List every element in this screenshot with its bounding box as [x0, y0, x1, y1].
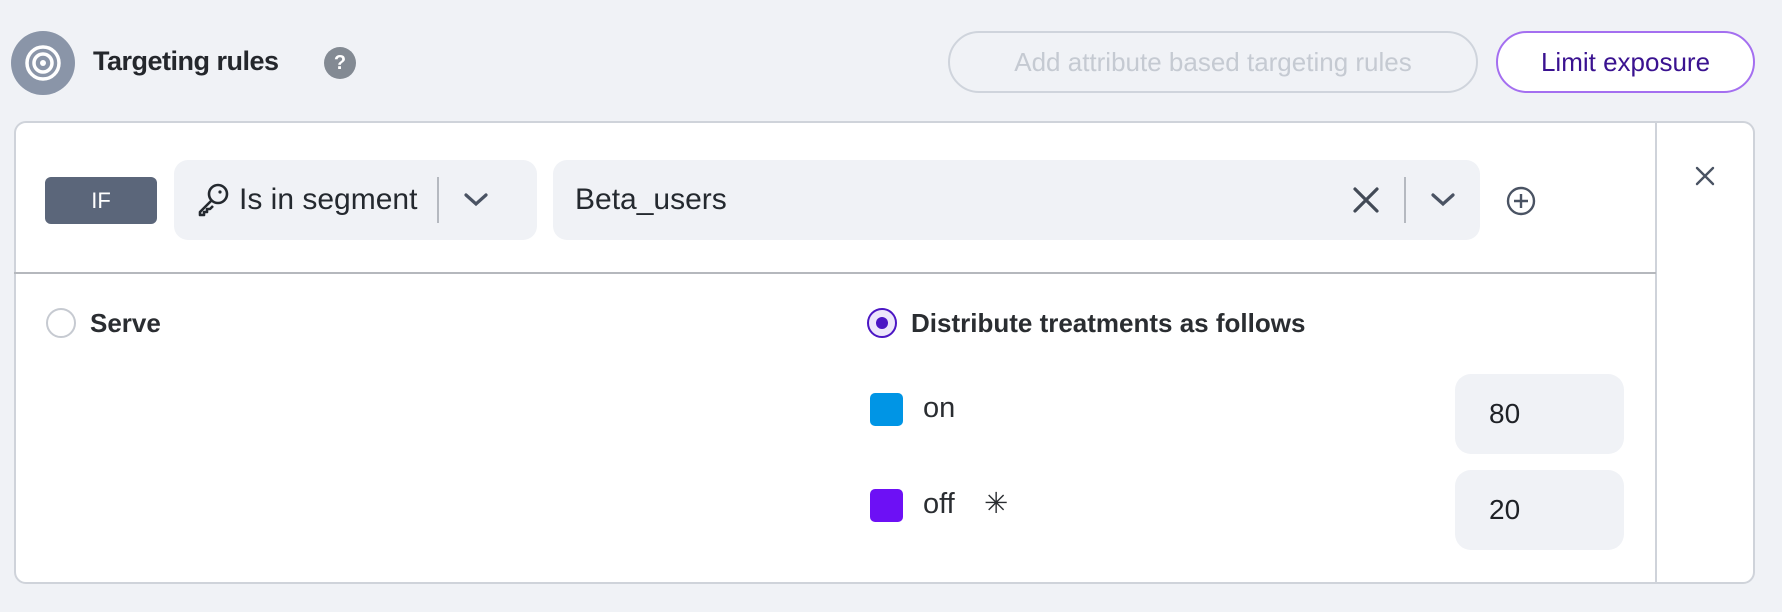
distribute-label: Distribute treatments as follows — [911, 308, 1306, 338]
target-icon — [11, 31, 75, 95]
default-treatment-icon: ✳ — [984, 488, 1009, 520]
separator — [437, 177, 440, 223]
chevron-down-icon[interactable] — [463, 192, 489, 208]
serve-label: Serve — [90, 308, 161, 338]
if-badge: IF — [45, 177, 157, 224]
treatment-color-off — [870, 489, 903, 522]
divider — [1655, 121, 1657, 584]
key-icon — [196, 182, 230, 218]
add-condition-icon[interactable] — [1505, 185, 1537, 222]
limit-exposure-button[interactable]: Limit exposure — [1496, 31, 1755, 93]
serve-radio[interactable] — [46, 308, 76, 338]
question-icon[interactable]: ? — [324, 47, 356, 79]
matcher-value: Is in segment — [239, 183, 418, 216]
treatment-name: on — [923, 392, 956, 424]
separator — [1404, 177, 1406, 223]
divider — [14, 272, 1656, 274]
distribute-radio[interactable] — [867, 308, 897, 338]
treatment-off-percent-input[interactable] — [1455, 470, 1624, 550]
clear-icon[interactable] — [1352, 186, 1380, 214]
segment-value: Beta_users — [575, 183, 727, 216]
segment-select[interactable]: Beta_users — [553, 160, 1480, 240]
treatment-name: off — [923, 488, 955, 520]
section-title: Targeting rules — [93, 46, 279, 76]
close-icon[interactable] — [1695, 166, 1715, 191]
add-attribute-rules-button[interactable]: Add attribute based targeting rules — [948, 31, 1478, 93]
treatment-color-on — [870, 393, 903, 426]
chevron-down-icon[interactable] — [1430, 192, 1456, 208]
treatment-on-percent-input[interactable] — [1455, 374, 1624, 454]
matcher-select[interactable]: Is in segment — [174, 160, 537, 240]
